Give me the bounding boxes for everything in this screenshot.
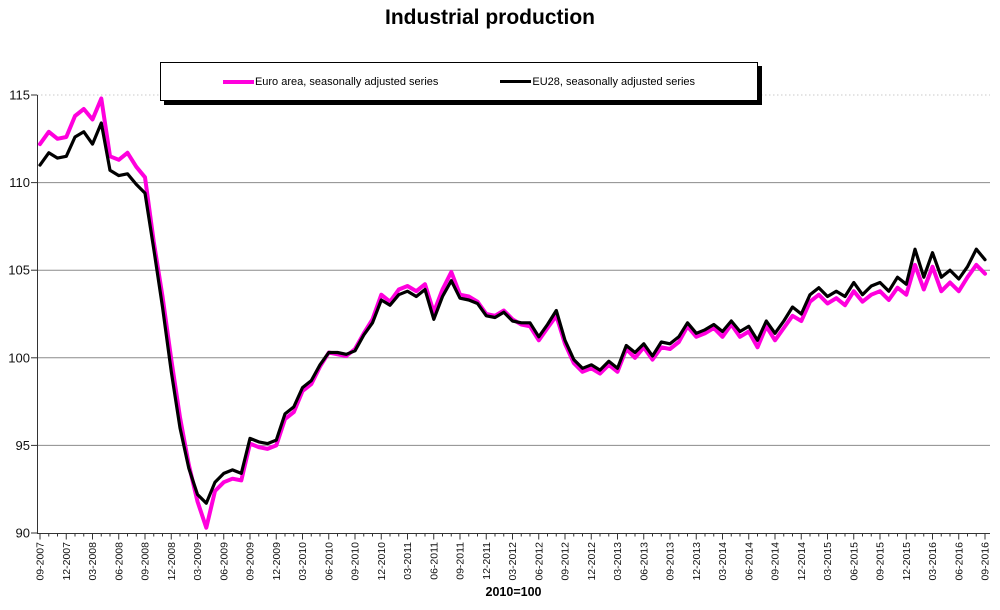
series-line-eu28 xyxy=(38,121,987,505)
x-tick-label: 06-2010 xyxy=(323,542,335,581)
x-tick-label: 09-2015 xyxy=(875,542,887,581)
y-tick-label: 90 xyxy=(16,526,30,541)
x-tick-label: 12-2013 xyxy=(691,542,703,581)
x-tick-label: 06-2015 xyxy=(848,542,860,581)
legend-label-eu28: EU28, seasonally adjusted series xyxy=(532,75,696,88)
legend-item-eu28: EU28, seasonally adjusted series xyxy=(500,76,695,88)
x-tick-label: 09-2010 xyxy=(350,542,362,581)
legend-swatch-euro-area xyxy=(222,79,254,84)
x-tick-label: 12-2014 xyxy=(796,542,808,581)
x-tick-label: 09-2012 xyxy=(560,542,572,581)
x-tick-label: 12-2015 xyxy=(901,542,913,581)
x-tick-label: 06-2009 xyxy=(218,542,230,581)
x-tick-label: 12-2011 xyxy=(481,542,493,580)
legend-item-euro-area: Euro area, seasonally adjusted series xyxy=(222,75,439,88)
x-tick-label: 06-2016 xyxy=(953,542,965,581)
x-tick-label: 06-2012 xyxy=(533,542,545,581)
x-tick-label: 09-2011 xyxy=(455,542,467,580)
x-tick-label: 06-2013 xyxy=(638,542,650,581)
x-tick-label: 06-2011 xyxy=(428,542,440,580)
legend-swatch-eu28 xyxy=(500,80,532,83)
x-tick-label: 03-2011 xyxy=(402,542,414,580)
x-tick-label: 09-2008 xyxy=(140,542,152,581)
chart-title: Industrial production xyxy=(385,6,595,29)
x-tick-label: 09-2013 xyxy=(665,542,677,581)
x-tick-label: 03-2016 xyxy=(927,542,939,581)
y-tick-label: 105 xyxy=(8,263,30,278)
x-tick-label: 12-2009 xyxy=(271,542,283,581)
x-tick-label: 03-2013 xyxy=(612,542,624,581)
x-tick-label: 09-2009 xyxy=(245,542,257,581)
legend-label-euro-area: Euro area, seasonally adjusted series xyxy=(254,75,439,88)
y-tick-label: 110 xyxy=(9,175,30,190)
y-tick-label: 100 xyxy=(8,350,30,365)
x-tick-label: 09-2016 xyxy=(980,542,992,581)
x-tick-label: 09-2014 xyxy=(770,542,782,581)
y-tick-label: 95 xyxy=(16,438,30,453)
x-tick-label: 12-2010 xyxy=(376,542,388,581)
x-tick-label: 03-2009 xyxy=(192,542,204,581)
x-tick-label: 06-2014 xyxy=(743,542,755,581)
x-tick-label: 06-2008 xyxy=(113,542,125,581)
x-tick-label: 12-2007 xyxy=(61,542,73,581)
x-tick-label: 09-2007 xyxy=(35,542,47,581)
x-tick-label: 03-2012 xyxy=(507,542,519,581)
unit-note: 2010=100 xyxy=(485,585,542,599)
legend: Euro area, seasonally adjusted series EU… xyxy=(160,62,758,101)
y-tick-label: 115 xyxy=(9,88,30,103)
x-tick-label: 03-2014 xyxy=(717,542,729,581)
x-tick-label: 03-2008 xyxy=(87,542,99,581)
series-line-euro-area xyxy=(38,96,987,530)
x-tick-label: 03-2010 xyxy=(297,542,309,581)
x-tick-label: 03-2015 xyxy=(822,542,834,581)
x-tick-label: 12-2012 xyxy=(586,542,598,581)
x-tick-label: 12-2008 xyxy=(166,542,178,581)
